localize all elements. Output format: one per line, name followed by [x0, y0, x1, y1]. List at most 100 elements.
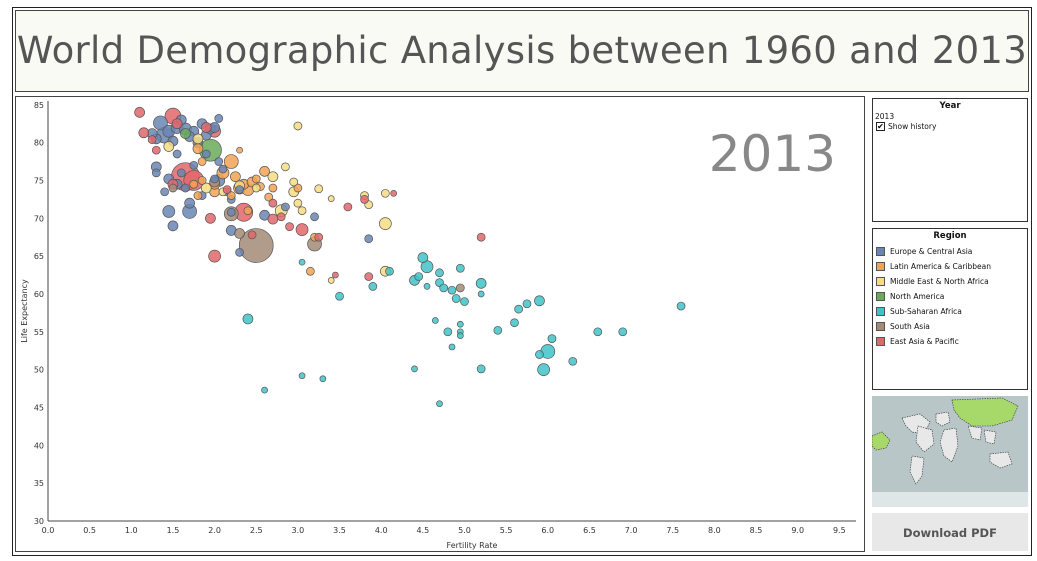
data-point[interactable] — [223, 154, 239, 169]
data-point[interactable] — [251, 174, 261, 184]
data-point[interactable] — [364, 234, 374, 244]
data-point[interactable] — [138, 127, 150, 139]
data-point[interactable] — [151, 168, 161, 178]
data-point[interactable] — [423, 283, 431, 290]
data-point[interactable] — [189, 160, 199, 170]
data-point[interactable] — [160, 187, 169, 197]
data-point[interactable] — [297, 206, 307, 216]
data-point[interactable] — [360, 195, 369, 204]
world-map-filter[interactable] — [872, 396, 1028, 507]
data-point[interactable] — [293, 198, 303, 208]
data-point[interactable] — [456, 332, 464, 339]
data-point[interactable] — [327, 277, 335, 284]
data-point[interactable] — [267, 213, 279, 225]
data-point[interactable] — [234, 228, 245, 239]
data-point[interactable] — [436, 400, 443, 408]
data-point[interactable] — [268, 183, 278, 193]
data-point[interactable] — [537, 363, 550, 376]
data-point[interactable] — [381, 188, 390, 198]
data-point[interactable] — [310, 212, 319, 222]
data-point[interactable] — [264, 192, 274, 202]
data-point[interactable] — [180, 128, 191, 139]
data-point[interactable] — [208, 249, 221, 263]
data-point[interactable] — [431, 317, 439, 324]
data-point[interactable] — [535, 350, 544, 359]
data-point[interactable] — [176, 168, 186, 178]
data-point[interactable] — [218, 164, 228, 174]
data-point[interactable] — [184, 197, 195, 209]
data-point[interactable] — [455, 283, 465, 293]
data-point[interactable] — [593, 327, 603, 337]
data-point[interactable] — [197, 157, 207, 166]
data-point[interactable] — [181, 183, 190, 193]
data-point[interactable] — [451, 294, 461, 303]
data-point[interactable] — [439, 283, 449, 293]
data-point[interactable] — [167, 220, 179, 232]
data-point[interactable] — [476, 232, 486, 242]
chart-svg[interactable]: 2013 0.0 0.5 1.0 1.5 2.0 2.5 3.0 3.5 4.0 4.5 5.0 5.… — [16, 97, 866, 553]
data-point[interactable] — [192, 133, 204, 145]
data-point[interactable] — [210, 174, 219, 184]
data-point[interactable] — [547, 334, 557, 343]
legend-item-sub-saharan-africa[interactable]: Sub-Saharan Africa — [876, 304, 1027, 319]
data-point[interactable] — [172, 149, 182, 159]
data-point[interactable] — [281, 162, 290, 172]
data-point[interactable] — [268, 198, 278, 208]
data-point[interactable] — [368, 282, 378, 291]
data-point[interactable] — [214, 157, 224, 166]
data-point[interactable] — [251, 183, 261, 193]
data-point[interactable] — [335, 291, 344, 301]
data-point[interactable] — [281, 202, 290, 212]
data-point[interactable] — [261, 386, 268, 394]
data-point[interactable] — [201, 149, 211, 159]
download-pdf-button[interactable]: Download PDF — [872, 513, 1028, 551]
data-point[interactable] — [295, 223, 309, 236]
legend-item-east-asia-pacific[interactable]: East Asia & Pacific — [876, 334, 1027, 349]
data-point[interactable] — [168, 183, 178, 193]
data-point[interactable] — [327, 195, 335, 202]
data-point[interactable] — [411, 365, 418, 373]
data-point[interactable] — [493, 325, 503, 335]
data-point[interactable] — [379, 217, 392, 230]
data-point[interactable] — [163, 141, 175, 152]
data-point[interactable] — [242, 313, 254, 325]
data-point[interactable] — [230, 171, 241, 183]
data-point[interactable] — [285, 222, 294, 231]
data-point[interactable] — [226, 191, 236, 200]
data-point[interactable] — [222, 185, 232, 194]
data-point[interactable] — [235, 248, 244, 257]
data-point[interactable] — [435, 268, 444, 278]
data-point[interactable] — [364, 272, 374, 281]
data-point[interactable] — [475, 278, 487, 289]
data-point[interactable] — [443, 327, 453, 337]
data-point[interactable] — [189, 179, 199, 189]
year-value[interactable]: 2013 — [875, 112, 895, 121]
data-point[interactable] — [448, 343, 456, 351]
show-history-row[interactable]: ✔ Show history — [876, 122, 1027, 131]
legend-item-middle-east-north-africa[interactable]: Middle East & North Africa — [876, 274, 1027, 289]
data-point[interactable] — [153, 115, 168, 131]
data-point[interactable] — [343, 202, 353, 212]
data-point[interactable] — [298, 372, 306, 380]
data-point[interactable] — [477, 290, 485, 298]
show-history-checkbox[interactable]: ✔ — [876, 122, 885, 131]
data-point[interactable] — [314, 232, 324, 242]
data-point[interactable] — [171, 118, 183, 130]
data-point[interactable] — [200, 182, 212, 194]
legend-item-north-america[interactable]: North America — [876, 289, 1027, 304]
data-point[interactable] — [568, 356, 578, 366]
data-point[interactable] — [151, 145, 161, 155]
data-point[interactable] — [238, 228, 274, 263]
data-point[interactable] — [147, 135, 157, 144]
data-point[interactable] — [192, 143, 204, 155]
data-point[interactable] — [226, 207, 236, 217]
data-point[interactable] — [293, 121, 303, 131]
data-point[interactable] — [534, 295, 545, 307]
data-point[interactable] — [235, 185, 244, 194]
data-point[interactable] — [134, 107, 145, 118]
data-point[interactable] — [618, 327, 628, 337]
legend-item-latin-america-caribbean[interactable]: Latin America & Caribbean — [876, 259, 1027, 274]
data-point[interactable] — [162, 205, 176, 218]
data-point[interactable] — [510, 318, 519, 328]
data-point[interactable] — [390, 189, 398, 197]
